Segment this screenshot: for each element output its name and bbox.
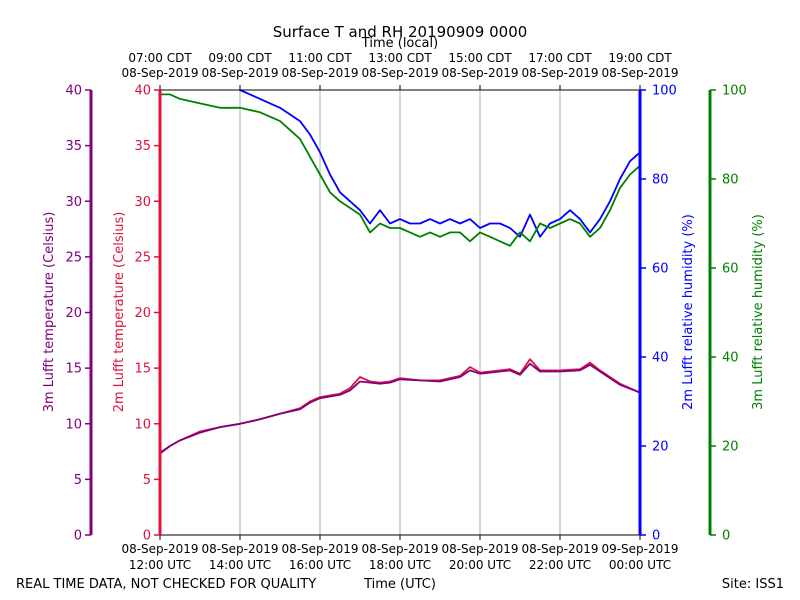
temp2m-tick-label: 15 <box>134 362 151 377</box>
rh2m-tick-label: 0 <box>652 529 660 544</box>
x-tick-utc-date: 08-Sep-2019 <box>361 542 438 556</box>
chart-title: Surface T and RH 20190909 0000 <box>273 23 528 41</box>
x-tick-local-time: 07:00 CDT <box>128 51 192 65</box>
temp3m-tick-label: 40 <box>65 84 82 99</box>
temp3m-tick-label: 25 <box>65 250 82 265</box>
rh2m-tick-label: 20 <box>652 440 669 455</box>
temp3m-tick-label: 15 <box>65 362 82 377</box>
rh3m-tick-label: 0 <box>722 529 730 544</box>
vertical-gridlines <box>239 90 561 535</box>
temp3m-tick-label: 30 <box>65 195 82 210</box>
x-tick-local-time: 13:00 CDT <box>368 51 432 65</box>
temp2m-axis-label: 2m Lufft temperature (Celsius) <box>112 212 127 413</box>
x-axis-title: Time (UTC) <box>363 577 436 592</box>
x-tick-utc-time: 18:00 UTC <box>369 558 431 572</box>
rh3m-tick-label: 80 <box>722 173 739 188</box>
x-tick-utc-time: 20:00 UTC <box>449 558 511 572</box>
x-tick-utc-time: 14:00 UTC <box>209 558 271 572</box>
x-tick-utc-date: 09-Sep-2019 <box>601 542 678 556</box>
x-tick-local-date: 08-Sep-2019 <box>441 66 518 80</box>
temp2m-tick-label: 5 <box>143 473 151 488</box>
x-tick-utc-date: 08-Sep-2019 <box>441 542 518 556</box>
temp3m-tick-label: 5 <box>74 473 82 488</box>
x-tick-local-date: 08-Sep-2019 <box>121 66 198 80</box>
temp2m-tick-label: 40 <box>134 84 151 99</box>
data-series <box>159 89 641 455</box>
x-tick-local-time: 09:00 CDT <box>208 51 272 65</box>
x-tick-utc-time: 16:00 UTC <box>289 558 351 572</box>
rh2m-axis-label: 2m Lufft relative humidity (%) <box>681 214 696 410</box>
top-axis-title: Time (local) <box>361 36 438 51</box>
2m-lufft-relative-humidity-line <box>239 89 641 238</box>
rh2m-tick-label: 40 <box>652 351 669 366</box>
x-tick-local-time: 19:00 CDT <box>608 51 672 65</box>
temp2m-tick-label: 20 <box>134 306 151 321</box>
rh3m-tick-label: 60 <box>722 262 739 277</box>
axis-ticks: 08-Sep-2019 12:00 UTC 08-Sep-2019 14:00 UTC… <box>65 51 746 572</box>
x-tick-utc-time: 00:00 UTC <box>609 558 671 572</box>
temp2m-tick-label: 35 <box>134 139 151 154</box>
temp3m-tick-label: 0 <box>74 529 82 544</box>
rh3m-axis-label: 3m Lufft relative humidity (%) <box>751 214 766 410</box>
x-tick-utc-time: 22:00 UTC <box>529 558 591 572</box>
x-tick-local-date: 08-Sep-2019 <box>361 66 438 80</box>
temp2m-tick-label: 10 <box>134 417 151 432</box>
x-tick-local-date: 08-Sep-2019 <box>201 66 278 80</box>
x-tick-local-date: 08-Sep-2019 <box>601 66 678 80</box>
site-label: Site: ISS1 <box>722 577 784 592</box>
temp3m-tick-label: 35 <box>65 139 82 154</box>
temp2m-tick-label: 25 <box>134 250 151 265</box>
x-tick-local-date: 08-Sep-2019 <box>521 66 598 80</box>
3m-lufft-relative-humidity-line <box>159 93 641 247</box>
temp2m-tick-label: 0 <box>143 529 151 544</box>
x-tick-utc-time: 12:00 UTC <box>129 558 191 572</box>
rh3m-tick-label: 20 <box>722 440 739 455</box>
x-tick-local-time: 17:00 CDT <box>528 51 592 65</box>
temp2m-tick-label: 30 <box>134 195 151 210</box>
3m-lufft-temperature-line <box>159 362 641 454</box>
x-tick-utc-date: 08-Sep-2019 <box>201 542 278 556</box>
temp3m-axis-label: 3m Lufft temperature (Celsius) <box>42 212 57 413</box>
x-tick-utc-date: 08-Sep-2019 <box>521 542 598 556</box>
x-tick-local-time: 11:00 CDT <box>288 51 352 65</box>
rh2m-tick-label: 80 <box>652 173 669 188</box>
temp3m-tick-label: 20 <box>65 306 82 321</box>
x-tick-local-time: 15:00 CDT <box>448 51 512 65</box>
temp3m-tick-label: 10 <box>65 417 82 432</box>
rh3m-tick-label: 100 <box>722 84 747 99</box>
x-tick-utc-date: 08-Sep-2019 <box>121 542 198 556</box>
x-tick-utc-date: 08-Sep-2019 <box>281 542 358 556</box>
rh2m-tick-label: 60 <box>652 262 669 277</box>
rh2m-tick-label: 100 <box>652 84 677 99</box>
quality-disclaimer: REAL TIME DATA, NOT CHECKED FOR QUALITY <box>16 577 316 592</box>
x-tick-local-date: 08-Sep-2019 <box>281 66 358 80</box>
rh3m-tick-label: 40 <box>722 351 739 366</box>
